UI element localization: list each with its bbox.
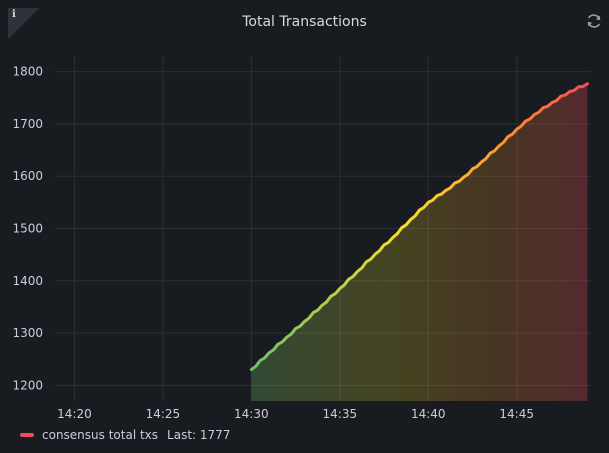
legend-series-label: consensus total txs [42, 428, 159, 442]
series-area-fill [251, 83, 588, 401]
legend-swatch [20, 433, 34, 437]
x-tick-label: 14:40 [411, 407, 446, 421]
y-tick-label: 1400 [12, 274, 43, 288]
x-tick-label: 14:30 [234, 407, 269, 421]
info-icon: i [12, 9, 16, 20]
series-line[interactable] [249, 82, 589, 372]
x-tick-label: 14:45 [499, 407, 534, 421]
panel-info-button[interactable]: i [8, 8, 39, 39]
y-tick-label: 1500 [12, 222, 43, 236]
y-tick-label: 1200 [12, 378, 43, 392]
legend[interactable]: consensus total txs Last: 1777 [20, 428, 230, 442]
y-tick-label: 1300 [12, 326, 43, 340]
y-tick-label: 1700 [12, 117, 43, 131]
panel-title[interactable]: Total Transactions [242, 14, 367, 30]
x-tick-label: 14:35 [323, 407, 358, 421]
x-tick-label: 14:25 [146, 407, 181, 421]
y-tick-label: 1800 [12, 65, 43, 79]
legend-last-value: Last: 1777 [167, 428, 231, 442]
x-tick-label: 14:20 [57, 407, 92, 421]
refresh-icon[interactable] [585, 12, 603, 30]
y-tick-label: 1600 [12, 169, 43, 183]
